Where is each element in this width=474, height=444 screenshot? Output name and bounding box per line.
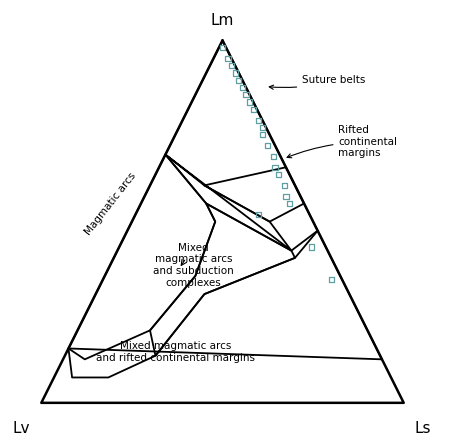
Point (264, 142, 272, 149)
Point (224, 55, 232, 62)
Point (259, 124, 266, 131)
Point (282, 193, 290, 200)
Point (242, 91, 250, 98)
Point (249, 106, 257, 113)
Text: Mixed magmatic arcs
and rifted continental margins: Mixed magmatic arcs and rifted continent… (96, 341, 255, 363)
Point (286, 200, 293, 207)
Text: Ls: Ls (415, 421, 431, 436)
Text: Mixed
magmatic arcs
and subduction
complexes: Mixed magmatic arcs and subduction compl… (153, 243, 234, 288)
Point (255, 117, 263, 124)
Text: Lm: Lm (211, 13, 234, 28)
Point (228, 62, 236, 69)
Point (238, 84, 246, 91)
Point (275, 171, 283, 178)
Point (231, 69, 239, 76)
Point (328, 276, 335, 283)
Point (259, 131, 266, 138)
Point (246, 99, 254, 106)
Text: Suture belts: Suture belts (269, 75, 365, 89)
Text: Lv: Lv (13, 421, 30, 436)
Point (235, 77, 243, 84)
Point (219, 44, 226, 51)
Text: Magmatic arcs: Magmatic arcs (83, 170, 137, 237)
Point (269, 153, 277, 160)
Point (308, 243, 315, 250)
Point (271, 164, 279, 171)
Point (280, 182, 288, 189)
Text: Rifted
continental
margins: Rifted continental margins (287, 125, 398, 159)
Point (255, 211, 263, 218)
